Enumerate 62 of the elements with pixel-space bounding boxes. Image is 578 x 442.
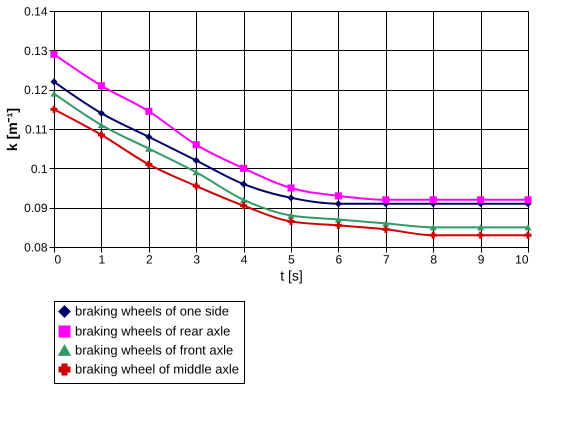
point — [524, 224, 532, 230]
point — [524, 232, 532, 239]
point — [98, 110, 105, 117]
point — [382, 196, 390, 204]
point — [50, 106, 58, 113]
y-tick-label: 0.08 — [24, 240, 48, 254]
x-tick-label: 3 — [193, 252, 200, 266]
point — [145, 146, 152, 152]
x-tick-label: 7 — [382, 252, 390, 266]
x-tick-label: 6 — [336, 252, 343, 266]
point — [287, 212, 295, 219]
legend-label: braking wheel of middle axle — [75, 362, 240, 376]
point — [477, 232, 484, 239]
x-tick-label: 4 — [240, 252, 248, 266]
y-tick-label: 0.1 — [30, 162, 48, 176]
point — [192, 156, 200, 164]
point — [192, 169, 200, 176]
point — [240, 164, 248, 172]
point — [477, 196, 484, 204]
y-tick-label: 0.14 — [24, 4, 48, 18]
point — [287, 184, 295, 192]
point — [98, 82, 105, 90]
point — [145, 160, 152, 168]
x-tick-label: 1 — [98, 252, 106, 266]
point — [240, 196, 248, 203]
point — [477, 224, 484, 230]
x-axis-title: t [s] — [280, 268, 303, 284]
point — [524, 196, 532, 204]
point — [145, 108, 152, 115]
point — [382, 220, 390, 226]
x-tick-label: 10 — [515, 252, 529, 266]
point — [334, 200, 342, 208]
point — [50, 78, 58, 86]
x-tick-label: 5 — [288, 252, 296, 266]
y-tick-label: 0.09 — [24, 201, 48, 216]
point — [334, 222, 342, 229]
point — [192, 141, 200, 148]
x-tick-label: 0 — [54, 252, 62, 266]
point — [240, 202, 248, 210]
point — [240, 180, 248, 188]
point — [145, 133, 152, 140]
legend-label: braking wheels of front axle — [75, 342, 234, 358]
point — [430, 196, 437, 204]
point — [334, 216, 342, 223]
point — [287, 218, 295, 225]
point — [430, 232, 437, 239]
y-tick-label: 0.11 — [25, 122, 48, 136]
point — [334, 192, 342, 200]
legend-label: braking wheels of rear axle — [75, 324, 230, 338]
point — [430, 224, 437, 230]
point — [192, 182, 200, 190]
legend-label: braking wheels of one side — [75, 304, 229, 318]
point — [382, 226, 390, 233]
point — [98, 131, 105, 138]
x-tick-label: 9 — [478, 252, 485, 266]
y-tick-label: 0.13 — [24, 44, 48, 58]
point — [98, 122, 105, 128]
point — [287, 194, 295, 202]
x-tick-label: 8 — [430, 252, 438, 266]
y-axis-title: k [m⁻¹] — [4, 108, 20, 152]
y-tick-label: 0.12 — [24, 83, 48, 98]
x-tick-label: 2 — [146, 252, 153, 266]
